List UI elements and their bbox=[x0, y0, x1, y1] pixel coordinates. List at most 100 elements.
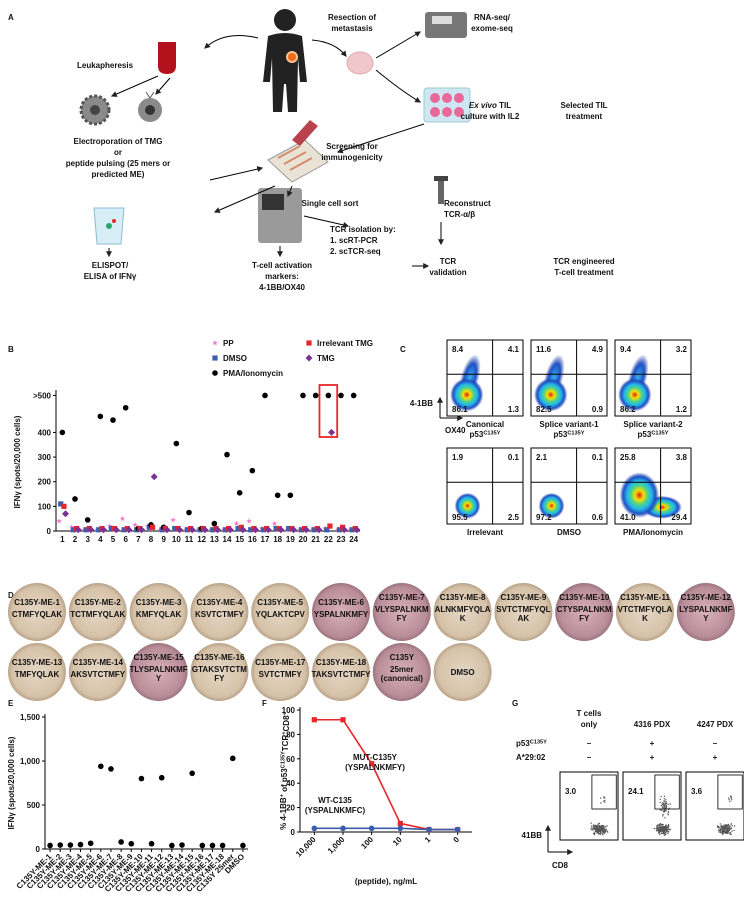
well-sequence: CTMFYQLAK bbox=[12, 610, 62, 619]
well-name: C135Y-ME-18 bbox=[316, 658, 367, 667]
text-part: DMSO bbox=[557, 528, 581, 537]
x-tick-label: 15 bbox=[235, 535, 244, 544]
text-part: Canonical bbox=[466, 420, 504, 429]
text-part: TIL bbox=[497, 101, 511, 110]
event bbox=[661, 830, 663, 832]
tube bbox=[438, 180, 444, 204]
point bbox=[87, 526, 95, 534]
diagram-text: Ex vivo TIL bbox=[469, 101, 511, 110]
event bbox=[660, 824, 662, 826]
well-sequence: FY bbox=[214, 674, 225, 683]
point bbox=[286, 525, 292, 532]
point bbox=[338, 392, 344, 399]
x-tick-label: 18 bbox=[273, 535, 282, 544]
diagram-text: immunogenicity bbox=[321, 153, 383, 162]
event bbox=[601, 824, 603, 827]
point bbox=[368, 825, 375, 832]
point bbox=[128, 840, 135, 847]
well-sequence: TLYSPALNKMF bbox=[129, 665, 187, 674]
text-part: Splice variant-2 bbox=[623, 420, 683, 429]
event bbox=[723, 831, 725, 833]
quadrant-value: 9.4 bbox=[620, 345, 632, 354]
quadrant-value: 11.6 bbox=[536, 345, 552, 354]
elispot-well bbox=[129, 643, 188, 701]
event bbox=[660, 827, 662, 829]
event bbox=[725, 828, 728, 830]
event bbox=[602, 830, 605, 832]
event bbox=[723, 827, 725, 829]
well-name: C135Y-ME-5 bbox=[257, 598, 303, 607]
event bbox=[728, 797, 730, 799]
event bbox=[602, 834, 604, 836]
point bbox=[240, 842, 246, 849]
density bbox=[450, 378, 484, 412]
event bbox=[594, 824, 596, 826]
point bbox=[61, 503, 67, 509]
quadrant-value: 41.0 bbox=[620, 513, 636, 522]
x-tick-label: 21 bbox=[311, 535, 320, 544]
elispot-well bbox=[8, 583, 66, 641]
point bbox=[350, 392, 357, 399]
legend-label: WT-C135 bbox=[318, 796, 352, 805]
diagram-text: Screening for bbox=[326, 142, 378, 151]
plate-wells bbox=[430, 93, 464, 117]
x-tick-label: 2 bbox=[73, 535, 78, 544]
event bbox=[730, 795, 732, 797]
well-sequence: AK bbox=[518, 614, 530, 623]
event bbox=[656, 826, 659, 828]
quadrant-value: 0.9 bbox=[592, 405, 604, 414]
row-mark: – bbox=[587, 753, 592, 762]
diagram-text: 4-1BB/OX40 bbox=[259, 283, 305, 292]
point bbox=[229, 755, 236, 762]
event bbox=[663, 807, 665, 809]
well-name: C135Y-ME-8 bbox=[440, 593, 486, 602]
event bbox=[595, 829, 598, 831]
spot bbox=[106, 223, 112, 229]
quadrant-value: 95.5 bbox=[452, 513, 468, 522]
point bbox=[238, 524, 244, 530]
event bbox=[662, 815, 664, 817]
diagram-text: Single cell sort bbox=[302, 199, 359, 208]
point bbox=[300, 392, 306, 399]
flow-label: p53C135Y bbox=[470, 430, 501, 439]
pipette bbox=[292, 120, 318, 146]
event bbox=[668, 828, 670, 830]
event bbox=[594, 826, 597, 828]
point bbox=[150, 524, 156, 530]
event bbox=[658, 824, 661, 827]
event bbox=[603, 800, 605, 802]
y-tick-label: 100 bbox=[282, 706, 296, 715]
event bbox=[730, 833, 732, 836]
tet-x-label: CD8 bbox=[552, 861, 569, 870]
point bbox=[201, 526, 209, 534]
diagram-text: Electroporation of TMG bbox=[74, 137, 163, 146]
event bbox=[593, 833, 596, 836]
event bbox=[662, 829, 664, 831]
text-part: + bbox=[283, 711, 289, 715]
event bbox=[664, 832, 667, 834]
diagram-text: TCR engineered bbox=[553, 257, 614, 266]
diagram-text: T-cell treatment bbox=[554, 268, 613, 277]
well-name: C135Y-ME-4 bbox=[197, 598, 243, 607]
well-name: C135Y bbox=[390, 653, 415, 662]
diagram-text: markers: bbox=[265, 272, 299, 281]
point bbox=[248, 527, 254, 533]
point bbox=[260, 527, 266, 533]
quadrant-value: 0.1 bbox=[508, 453, 520, 462]
event bbox=[653, 827, 656, 830]
event bbox=[602, 826, 604, 829]
point bbox=[146, 524, 152, 530]
event bbox=[667, 823, 670, 826]
event bbox=[592, 832, 595, 835]
flow-label: DMSO bbox=[557, 528, 581, 537]
event bbox=[597, 827, 599, 829]
flow-label: p53C135Y bbox=[554, 430, 585, 439]
event bbox=[721, 829, 724, 831]
sorter-screen bbox=[262, 194, 284, 210]
event bbox=[605, 828, 607, 830]
point bbox=[340, 526, 348, 534]
event bbox=[594, 829, 596, 831]
elispot-well bbox=[372, 583, 431, 641]
event bbox=[721, 824, 723, 827]
event bbox=[667, 825, 670, 827]
